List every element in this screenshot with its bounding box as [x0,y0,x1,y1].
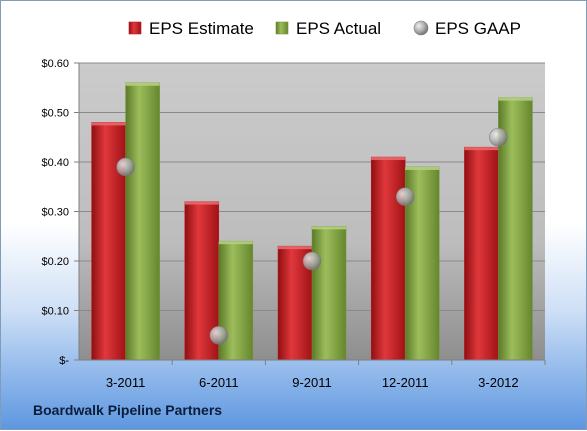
y-tick-label: $0.60 [41,58,69,70]
bar-eps-estimate-cap [184,201,219,205]
bar-eps-actual [311,226,347,361]
bar-eps-estimate-cap [371,157,406,161]
marker-eps-gaap [395,187,415,206]
x-tick-label: 12-2011 [382,375,429,390]
marker-eps-gaap [489,127,508,147]
bar-eps-actual-cap [498,97,533,101]
y-tick-label: $0.50 [41,108,69,120]
x-tick-label: 3-2011 [106,375,146,390]
marker-eps-gaap [209,325,229,345]
y-tick-label: $0.40 [41,157,69,169]
bar-eps-estimate [370,156,406,361]
bar-eps-actual-cap [125,82,160,86]
legend-swatch-estimate [128,21,142,35]
marker-eps-gaap [116,157,135,177]
x-tick-label: 6-2011 [199,375,239,390]
legend-label: EPS Actual [296,19,381,38]
bar-eps-actual-cap [405,166,440,170]
y-tick-label: $0.30 [41,207,69,219]
legend: EPS Estimate EPS Actual EPS GAAP [128,19,521,38]
gaap-markers [116,127,508,345]
bar-eps-actual [125,82,160,361]
bar-eps-estimate [464,146,499,361]
bar-eps-actual-cap [312,226,346,230]
x-tick-label: 3-2012 [478,375,518,390]
bar-eps-estimate-cap [278,246,312,250]
x-tick-label: 9-2011 [292,375,332,390]
bar-eps-estimate-cap [91,122,126,126]
y-axis: $- $0.10 $0.20 $0.30 $0.40 $0.50 $0.60 [41,58,80,367]
bar-eps-estimate-cap [464,147,499,151]
x-axis: 3-2011 6-2011 9-2011 12-2011 3-2012 [79,359,546,390]
y-tick-label: $- [59,355,69,367]
y-tick-label: $0.20 [41,256,69,268]
marker-eps-gaap [302,251,322,271]
bar-eps-actual-cap [218,241,253,245]
legend-label: EPS Estimate [149,19,254,38]
bar-eps-estimate [91,122,126,361]
y-tick-label: $0.10 [41,306,69,318]
company-name: Boardwalk Pipeline Partners [33,402,223,418]
legend-label: EPS GAAP [435,19,521,38]
legend-swatch-gaap [413,20,429,36]
legend-swatch-actual [275,21,289,35]
